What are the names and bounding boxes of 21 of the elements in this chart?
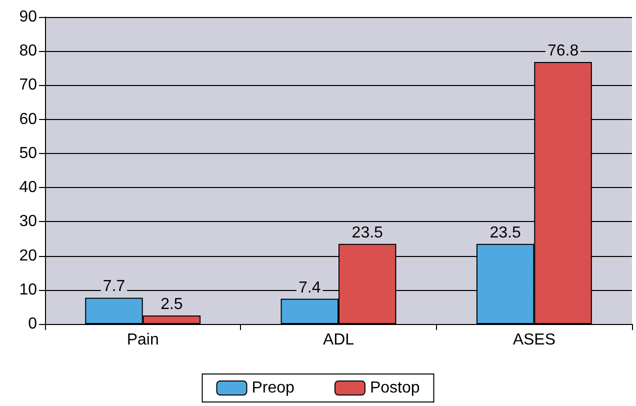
y-tick-label: 10 (19, 281, 38, 298)
x-tick-label: ADL (322, 332, 354, 348)
y-tick-label: 50 (19, 144, 38, 162)
y-tick-label: 80 (19, 42, 38, 60)
y-tick-label: 40 (19, 179, 38, 196)
y-tick-label: 90 (19, 8, 38, 26)
data-label: 7.7 (102, 278, 126, 296)
x-tick-label: ASES (512, 332, 556, 348)
data-label: 7.4 (298, 279, 321, 296)
legend-label: Preop (252, 380, 295, 396)
y-tick-label: 30 (19, 213, 38, 230)
y-tick-label: 20 (19, 247, 38, 264)
data-label: 76.8 (547, 42, 579, 60)
x-tick-label: Pain (126, 332, 159, 348)
data-label: 23.5 (490, 224, 521, 242)
legend-label: Postop (370, 380, 420, 396)
y-tick-label: 60 (19, 110, 38, 128)
y-tick-label: 70 (19, 76, 38, 94)
data-label: 2.5 (160, 296, 183, 313)
y-tick-label: 0 (28, 316, 38, 332)
data-label: 23.5 (352, 224, 384, 242)
